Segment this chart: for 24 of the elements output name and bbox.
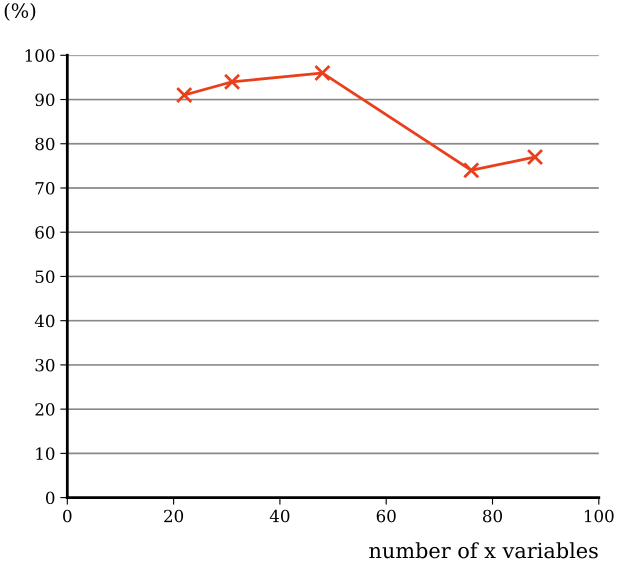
y-tick-label: 90 xyxy=(35,93,54,106)
x-tick-label: 60 xyxy=(376,510,396,522)
point xyxy=(462,162,480,179)
point xyxy=(526,148,544,166)
x-axis-title: number of x variables xyxy=(369,542,598,558)
y-tick-label: 20 xyxy=(35,403,54,416)
y-tick-label: 30 xyxy=(36,358,54,372)
point xyxy=(224,73,240,90)
y-tick-label: 0 xyxy=(46,492,54,504)
y-tick-label: 100 xyxy=(26,49,54,62)
y-axis-title: (%) xyxy=(4,2,36,21)
point xyxy=(314,64,331,82)
y-tick-label: 70 xyxy=(36,182,54,195)
x-tick-label: 20 xyxy=(164,510,184,522)
x-tick-label: 100 xyxy=(584,510,614,522)
point xyxy=(176,86,193,104)
y-tick-label: 80 xyxy=(35,138,54,150)
x-tick-label: 40 xyxy=(270,510,290,522)
x-tick-label: 80 xyxy=(483,510,502,522)
y-tick-label: 10 xyxy=(36,447,54,460)
y-tick-label: 40 xyxy=(34,314,54,328)
y-tick-label: 60 xyxy=(35,226,54,239)
y-tick-label: 50 xyxy=(36,270,54,284)
x-tick-label: 0 xyxy=(63,510,72,522)
